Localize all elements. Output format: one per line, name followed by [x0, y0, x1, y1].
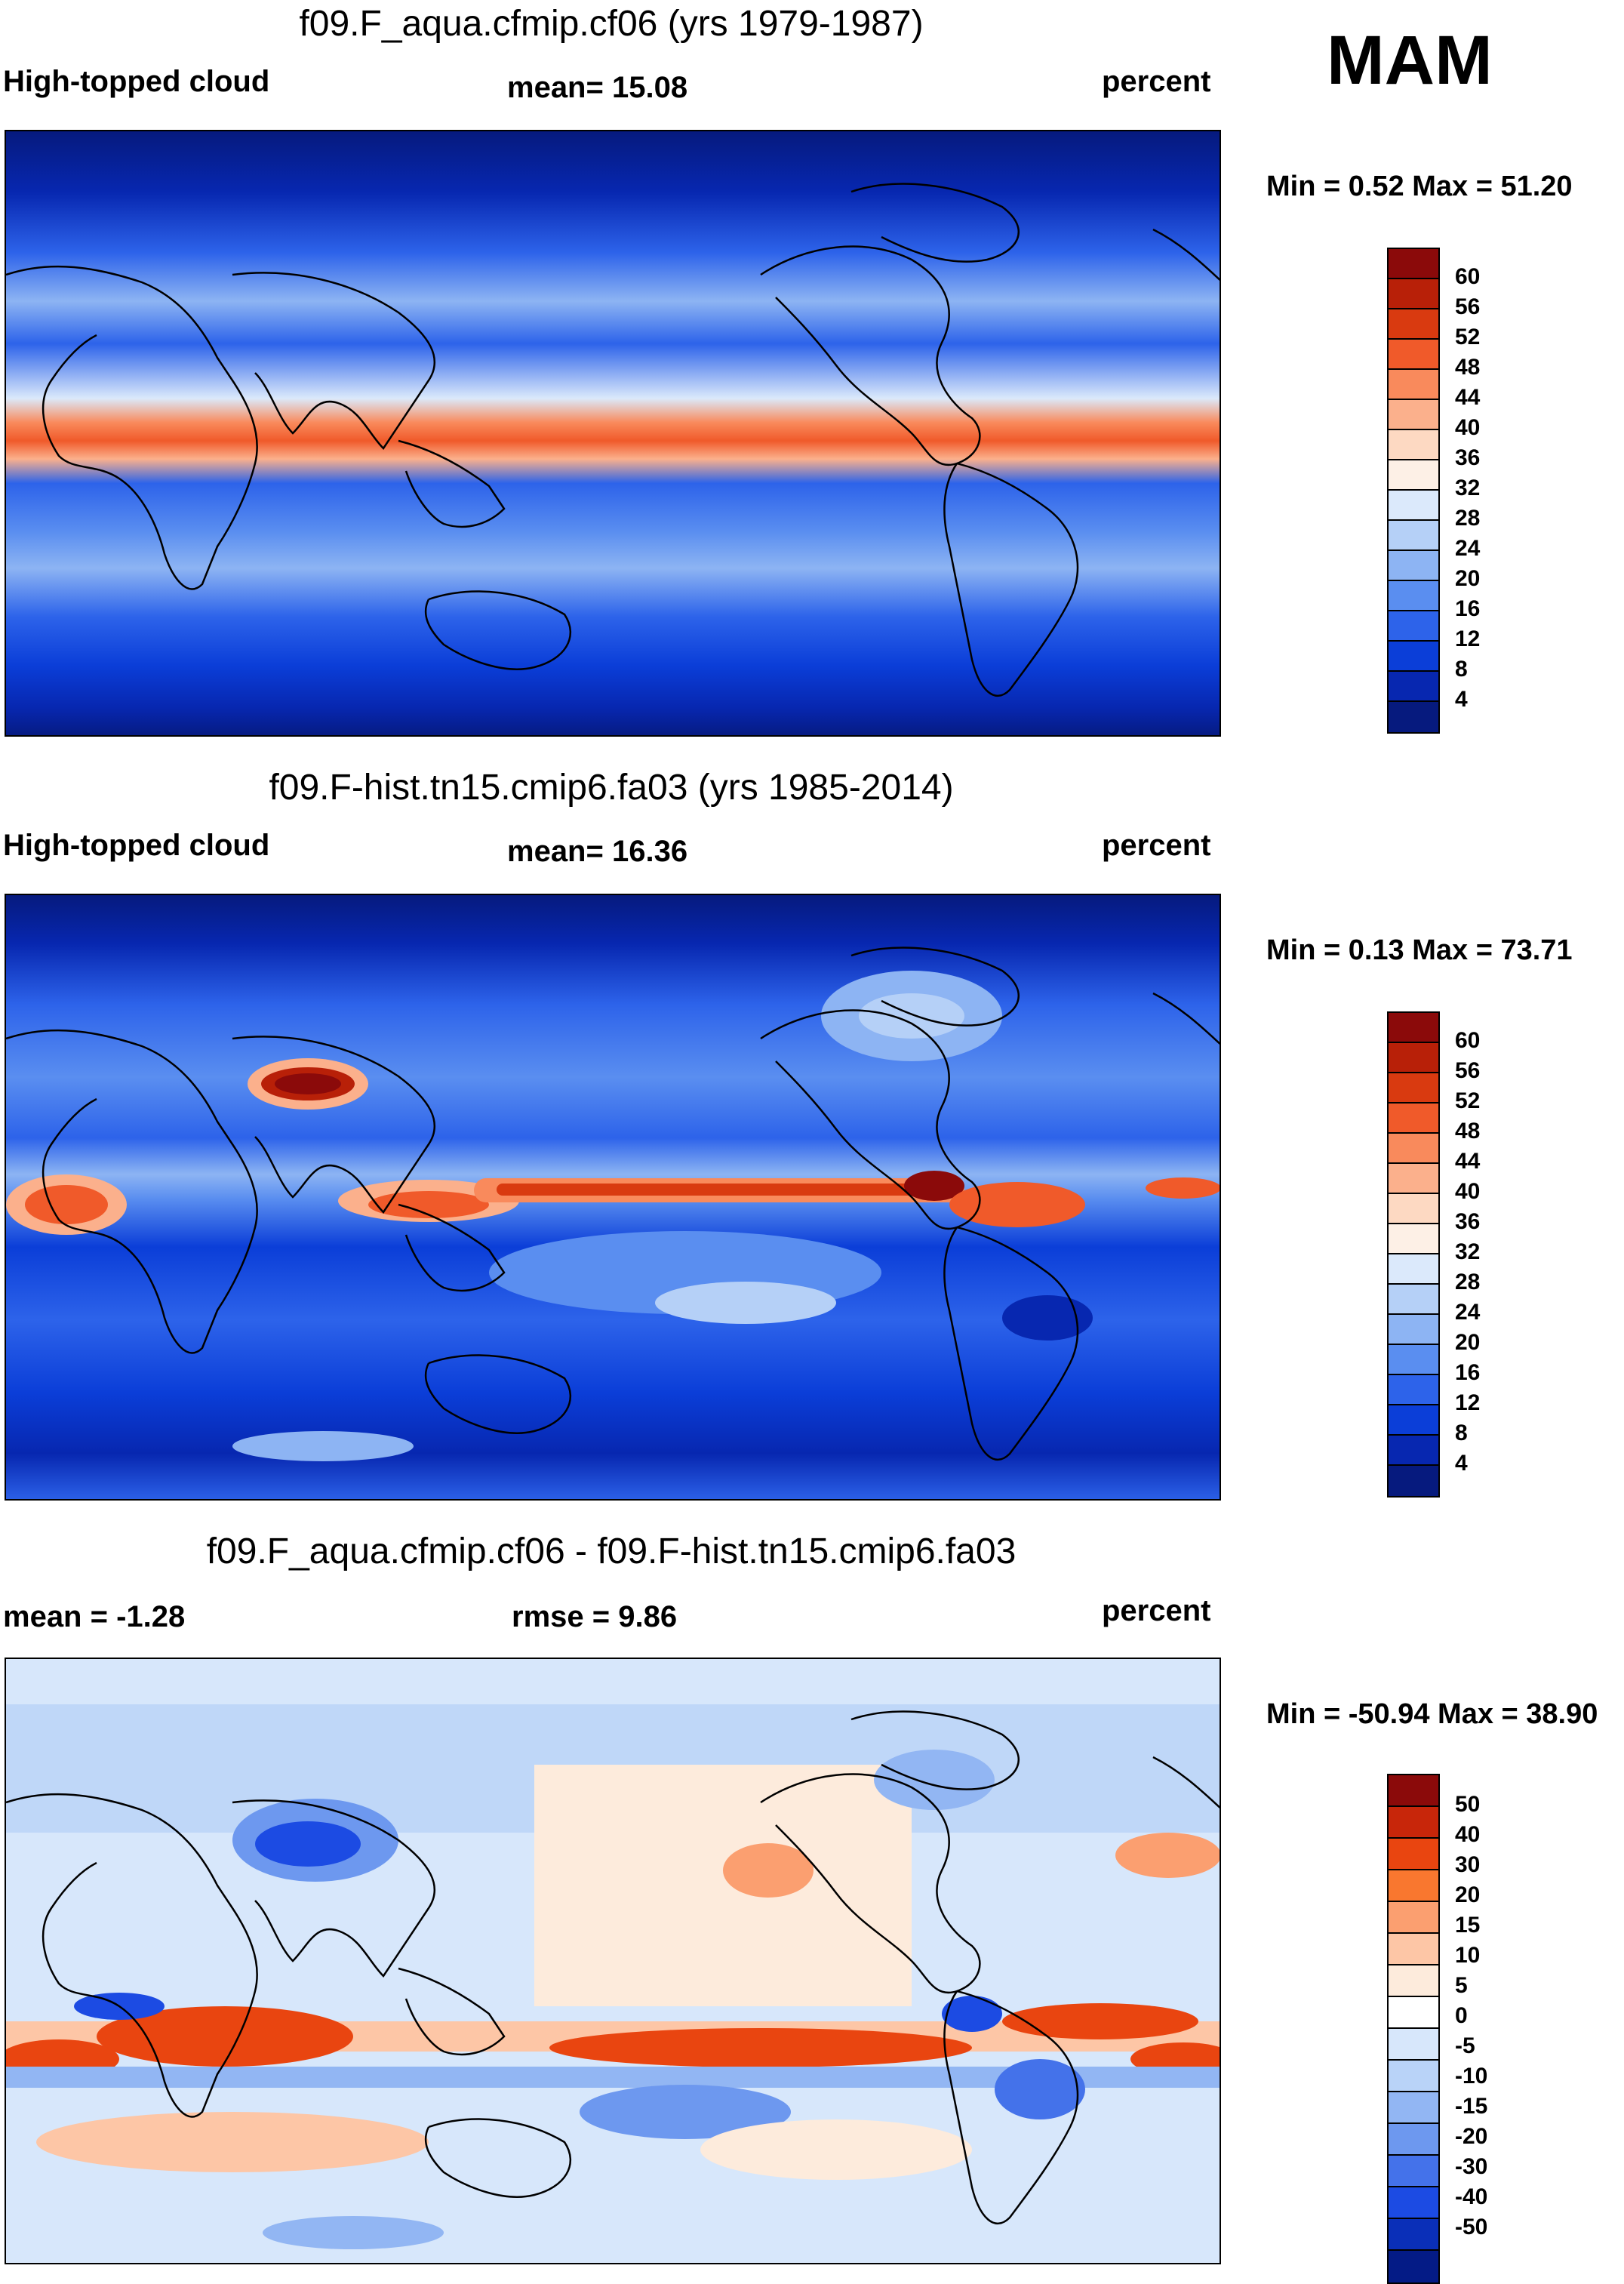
panel-3-rmse-label: rmse = 9.86	[512, 1600, 678, 1633]
panel-2-tick: 8	[1455, 1421, 1468, 1445]
panel-2-tick: 24	[1455, 1300, 1481, 1325]
panel-2-tick: 28	[1455, 1270, 1481, 1294]
panel-3-tick: -30	[1455, 2154, 1488, 2179]
panel-2-tick: 12	[1455, 1390, 1481, 1415]
panel-2-variable-label: High-topped cloud	[3, 829, 270, 862]
panel-3-tick: -15	[1455, 2094, 1488, 2119]
panel-2-tick: 56	[1455, 1058, 1481, 1083]
panel-2-tick: 60	[1455, 1028, 1481, 1053]
panel-1-tick: 60	[1455, 264, 1481, 289]
panel-3-tick: -20	[1455, 2124, 1488, 2149]
panel-3-colorbar	[1387, 1774, 1440, 2284]
panel-3-tick: 10	[1455, 1943, 1481, 1968]
coastlines	[6, 183, 1220, 697]
panel-3-map	[5, 1658, 1221, 2264]
panel-1-map	[5, 130, 1221, 737]
panel-2-units-label: percent	[1102, 829, 1211, 862]
panel-2-tick: 32	[1455, 1239, 1481, 1264]
panel-1-tick: 20	[1455, 566, 1481, 591]
panel-3-tick: 50	[1455, 1792, 1481, 1817]
panel-2-colorbar	[1387, 1011, 1440, 1498]
panel-3-tick: -10	[1455, 2064, 1488, 2089]
panel-1-tick: 16	[1455, 596, 1481, 621]
panel-3-mean-label: mean = -1.28	[3, 1600, 186, 1633]
coastlines	[6, 947, 1220, 1461]
panel-3-title: f09.F_aqua.cfmip.cf06 - f09.F-hist.tn15.…	[206, 1531, 1017, 1571]
coastlines	[6, 1710, 1220, 2224]
panel-3-tick: 5	[1455, 1973, 1468, 1998]
panel-1-tick: 48	[1455, 355, 1481, 380]
panel-2-mean-label: mean= 16.36	[507, 835, 688, 868]
panel-1-tick: 56	[1455, 294, 1481, 319]
panel-3-tick: 40	[1455, 1822, 1481, 1847]
panel-2-minmax: Min = 0.13 Max = 73.71	[1266, 934, 1573, 966]
season-label: MAM	[1327, 22, 1493, 99]
panel-3-tick: 30	[1455, 1852, 1481, 1877]
panel-2-features	[6, 971, 1220, 1461]
panel-2-tick: 40	[1455, 1179, 1481, 1204]
panel-1-tick: 4	[1455, 687, 1468, 712]
panel-2-tick: 4	[1455, 1451, 1468, 1476]
panel-1-tick: 36	[1455, 445, 1481, 470]
panel-1-tick: 12	[1455, 626, 1481, 651]
panel-3-tick: 20	[1455, 1882, 1481, 1907]
panel-3-tick: -40	[1455, 2184, 1488, 2209]
panel-1-tick: 24	[1455, 536, 1481, 561]
panel-1-tick: 52	[1455, 325, 1481, 349]
panel-3-tick: 0	[1455, 2003, 1468, 2028]
panel-2-tick: 48	[1455, 1119, 1481, 1144]
panel-1-tick: 8	[1455, 657, 1468, 682]
panel-1-mean-label: mean= 15.08	[507, 71, 688, 104]
panel-1-tick: 28	[1455, 506, 1481, 531]
panel-2-tick: 44	[1455, 1149, 1481, 1174]
panel-2-tick: 36	[1455, 1209, 1481, 1234]
panel-2-tick: 16	[1455, 1360, 1481, 1385]
panel-3-units-label: percent	[1102, 1594, 1211, 1627]
panel-1-minmax: Min = 0.52 Max = 51.20	[1266, 171, 1573, 202]
panel-1-colorbar	[1387, 248, 1440, 734]
panel-3-features	[6, 1704, 1220, 2249]
panel-1-title: f09.F_aqua.cfmip.cf06 (yrs 1979-1987)	[299, 4, 924, 44]
panel-1-units-label: percent	[1102, 65, 1211, 98]
panel-1-tick: 40	[1455, 415, 1481, 440]
panel-3-tick: -5	[1455, 2033, 1475, 2058]
panel-2-tick: 20	[1455, 1330, 1481, 1355]
panel-1-variable-label: High-topped cloud	[3, 65, 270, 98]
panel-2-title: f09.F-hist.tn15.cmip6.fa03 (yrs 1985-201…	[269, 768, 954, 808]
panel-2-map	[5, 894, 1221, 1501]
panel-2-tick: 52	[1455, 1088, 1481, 1113]
panel-1-tick: 44	[1455, 385, 1481, 410]
panel-3-tick: -50	[1455, 2215, 1488, 2239]
panel-3-tick: 15	[1455, 1913, 1481, 1938]
panel-3-minmax: Min = -50.94 Max = 38.90	[1266, 1698, 1598, 1730]
panel-1-tick: 32	[1455, 476, 1481, 500]
